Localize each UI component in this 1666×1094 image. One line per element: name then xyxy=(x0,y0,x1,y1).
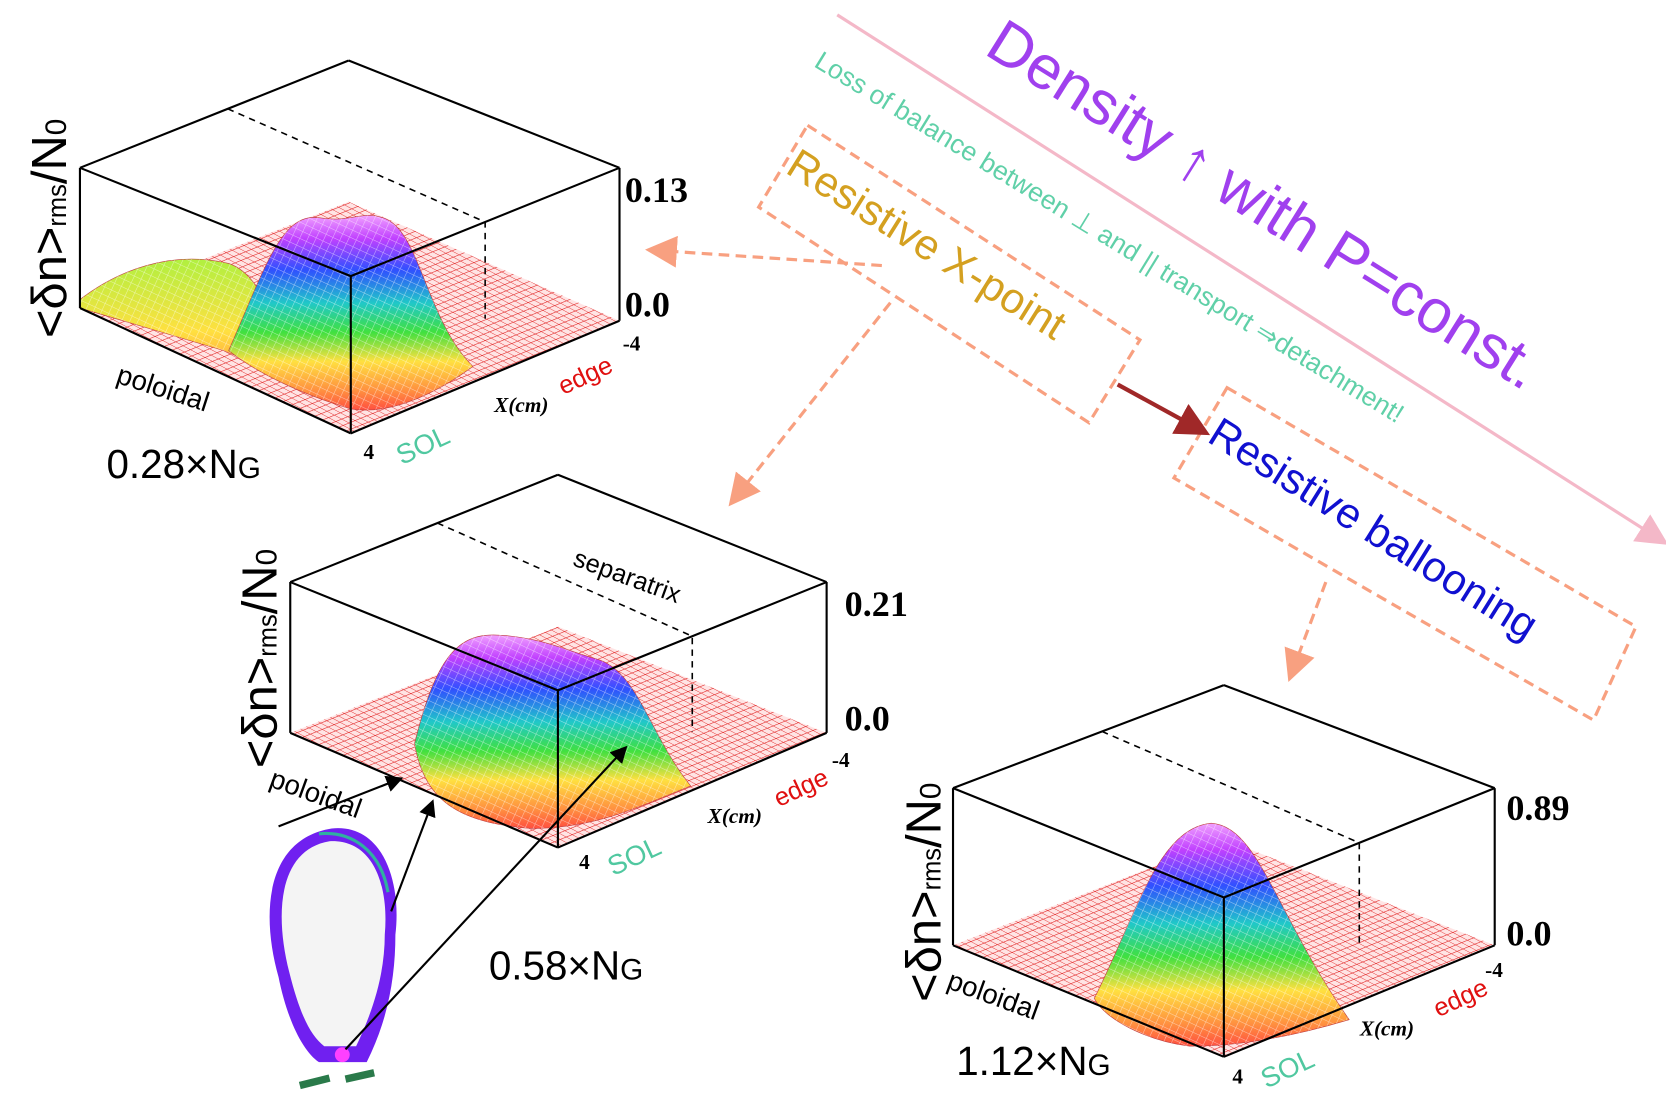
x-tick-label: -4 xyxy=(832,748,850,772)
z-tick-label: 0.21 xyxy=(845,584,908,624)
box-edge xyxy=(289,581,559,692)
z-label-part: /N xyxy=(23,135,77,184)
box-edge xyxy=(348,59,620,169)
box-edge xyxy=(1223,944,1496,1058)
edge-label: edge xyxy=(554,351,617,400)
z-label-part: 0 xyxy=(40,119,73,136)
z-label-part: rms xyxy=(44,184,72,226)
surface-mesh xyxy=(414,634,691,829)
caption: 0.28×NG xyxy=(106,441,260,487)
caption: 0.58×NG xyxy=(489,942,643,988)
sol-label: SOL xyxy=(1256,1043,1319,1094)
z-tick-label: 0.13 xyxy=(625,170,688,210)
x-tick-label: -4 xyxy=(1485,958,1503,982)
edge-label: edge xyxy=(770,763,833,812)
z-label-part: rms xyxy=(254,614,282,656)
x-label: X(cm) xyxy=(1359,1017,1414,1041)
box-edge xyxy=(557,581,828,692)
arrow xyxy=(728,301,892,507)
arrow xyxy=(1284,581,1328,682)
x-label: X(cm) xyxy=(493,393,548,417)
z-tick-label: 0.0 xyxy=(625,285,670,325)
caption-main: 0.58×N xyxy=(489,942,620,988)
z-label-part: /N xyxy=(233,565,287,614)
box-edge xyxy=(79,166,352,278)
box-edge xyxy=(952,944,1225,1058)
z-label-part: /N xyxy=(897,799,951,848)
z-tick-label: 0.0 xyxy=(845,699,890,739)
sol-label: SOL xyxy=(391,419,454,470)
panel-labels: <δn>rms/N0 0.13 0.0 -4 4 X(cm) edge SOL … xyxy=(23,119,688,487)
z-label-part: 0 xyxy=(914,783,947,800)
box-edge xyxy=(350,319,620,435)
caption-sub: G xyxy=(1087,1049,1110,1082)
box-edge xyxy=(289,731,559,849)
box-edge xyxy=(350,166,620,278)
z-tick-label: 0.0 xyxy=(1506,913,1551,953)
box-edge xyxy=(79,59,350,169)
box-edge xyxy=(557,473,828,584)
tokamak-section xyxy=(269,745,628,1090)
x-label: X(cm) xyxy=(707,804,762,828)
x-tick-label: 4 xyxy=(579,850,590,874)
z-label: <δn>rms/N0 xyxy=(23,119,77,338)
regime-box xyxy=(1171,385,1639,723)
z-label: <δn>rms/N0 xyxy=(897,783,951,1002)
poloidal-label: poloidal xyxy=(266,762,366,824)
box-edge xyxy=(952,684,1225,790)
box-edge xyxy=(1223,684,1496,790)
caption-main: 1.12×N xyxy=(956,1038,1087,1084)
panel-labels: <δn>rms/N0 0.89 0.0 -4 4 X(cm) edge SOL … xyxy=(897,783,1569,1094)
density-arrow xyxy=(836,13,1666,545)
z-tick-label: 0.89 xyxy=(1506,788,1569,828)
z-label-part: <δn> xyxy=(23,227,77,338)
z-label-part: rms xyxy=(918,848,946,890)
z-label-part: <δn> xyxy=(897,890,951,1001)
arrow xyxy=(1116,382,1211,436)
z-label-part: <δn> xyxy=(233,657,287,768)
regime-label: Resistive ballooning xyxy=(1201,409,1546,649)
separatrix-line xyxy=(437,522,694,732)
caption-sub: G xyxy=(238,452,261,485)
edge-label: edge xyxy=(1429,974,1492,1023)
box-edge xyxy=(289,473,559,584)
poloidal-label: poloidal xyxy=(113,359,213,418)
surface-mesh xyxy=(1094,823,1350,1047)
caption-sub: G xyxy=(620,953,643,986)
caption-main: 0.28×N xyxy=(106,441,237,487)
box-edge xyxy=(1223,787,1496,899)
plots xyxy=(78,59,1496,1058)
box-edge xyxy=(952,787,1225,899)
x-tick-label: -4 xyxy=(623,332,641,356)
sol-label: SOL xyxy=(603,830,666,881)
z-label-part: 0 xyxy=(250,549,283,566)
x-tick-label: 4 xyxy=(364,440,375,464)
arrow xyxy=(645,235,882,268)
box-edge xyxy=(79,307,352,435)
separatrix-label: separatrix xyxy=(570,544,685,609)
z-label: <δn>rms/N0 xyxy=(233,549,287,768)
regime-box xyxy=(756,123,1143,425)
x-tick-label: 4 xyxy=(1232,1064,1243,1088)
caption: 1.12×NG xyxy=(956,1038,1110,1084)
box-edge xyxy=(557,731,828,849)
